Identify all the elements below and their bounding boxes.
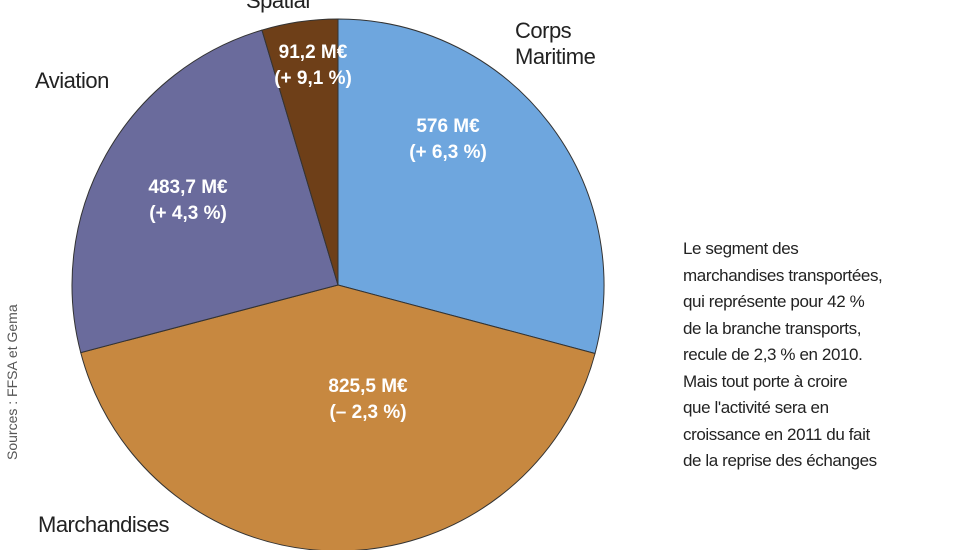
change-label: (+ 9,1 %): [274, 68, 352, 89]
value-label: 576 M€: [416, 116, 480, 137]
note-line: Mais tout porte à croire: [683, 371, 848, 391]
note-line: Le segment des: [683, 239, 799, 258]
change-label: (+ 4,3 %): [149, 203, 227, 224]
category-label: Aviation: [35, 68, 109, 93]
note-line: croissance en 2011 du fait: [683, 424, 870, 444]
change-label: (+ 6,3 %): [409, 142, 487, 163]
value-label: 825,5 M€: [328, 376, 408, 397]
change-label: (– 2,3 %): [329, 402, 406, 423]
note-line: marchandises transportées,: [683, 265, 883, 285]
note-line: qui représente pour 42 %: [683, 292, 865, 311]
pie-slice: [71, 29, 339, 354]
source: Sources : FFSA et Gema: [4, 304, 20, 460]
note: Le segment des marchandises transportées,…: [683, 236, 883, 475]
category-label: Corps Maritime: [515, 18, 596, 69]
category-label: Spatial: [246, 0, 310, 13]
pie-slice: [261, 18, 339, 286]
note-line: recule de 2,3 % en 2010.: [683, 345, 863, 364]
note-line: de la branche transports,: [683, 318, 862, 338]
value-label: 91,2 M€: [279, 42, 348, 63]
note-line: de la reprise des échanges: [683, 451, 877, 470]
pie-slice: [80, 284, 596, 550]
category-label: Marchandises: [38, 512, 169, 537]
note-line: que l'activité sera en: [683, 398, 829, 417]
pie-slice: [337, 18, 605, 355]
value-label: 483,7 M€: [148, 177, 228, 198]
